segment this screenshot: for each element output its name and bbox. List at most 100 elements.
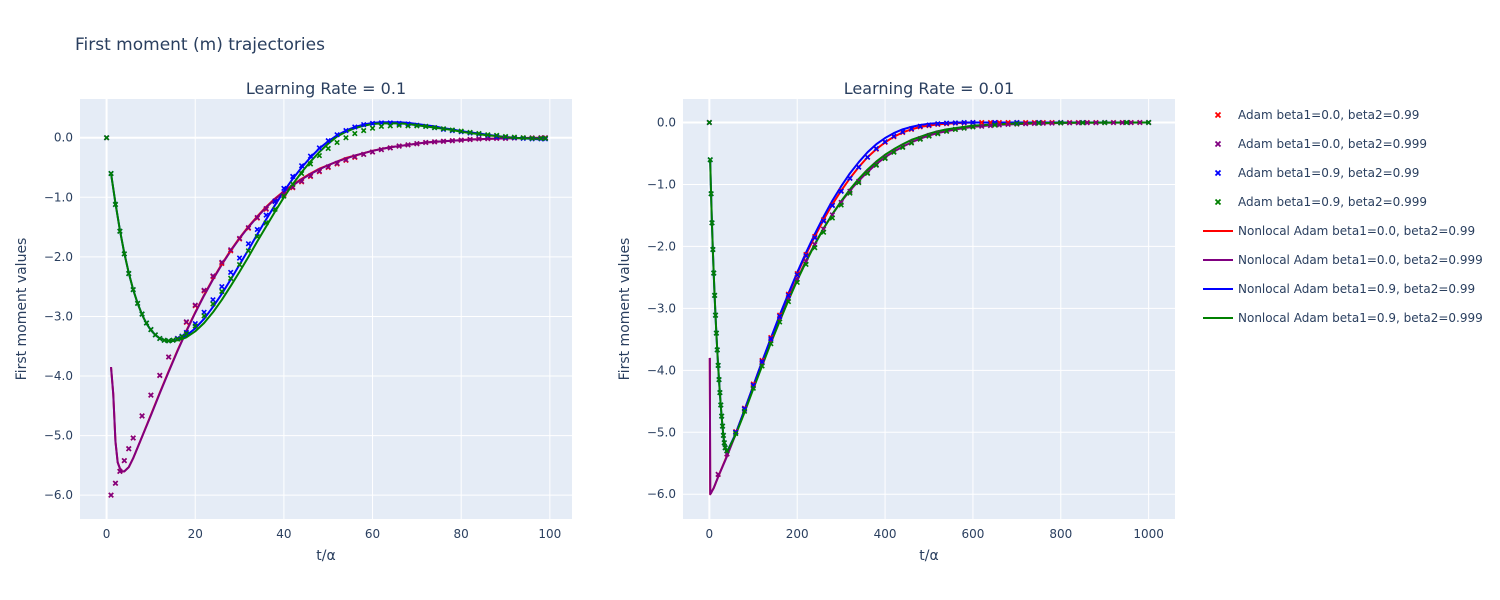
- data-point: [174, 336, 181, 342]
- data-point: [1022, 121, 1029, 127]
- data-point: [165, 338, 172, 344]
- legend-label: Nonlocal Adam beta1=0.0, beta2=0.999: [1238, 253, 1483, 267]
- data-point: [803, 251, 809, 258]
- data-point: [396, 122, 402, 128]
- data-point: [125, 445, 132, 452]
- plot-series: [706, 119, 1152, 496]
- y-tick-label: 0.0: [657, 116, 676, 130]
- legend-marker-icon: [1214, 111, 1222, 119]
- data-point: [316, 145, 323, 151]
- data-point: [192, 302, 199, 308]
- data-point: [759, 358, 765, 365]
- data-point: [750, 385, 757, 392]
- data-point: [1066, 120, 1073, 126]
- data-point: [970, 124, 976, 130]
- data-point: [785, 291, 792, 297]
- data-point: [440, 138, 447, 145]
- data-point: [272, 198, 278, 205]
- y-tick-label: −6.0: [647, 487, 676, 501]
- data-point: [908, 140, 915, 146]
- data-point: [882, 155, 888, 162]
- data-point: [387, 123, 394, 129]
- legend-item-nonlocal-adam-beta1-0-9-beta2-0-999[interactable]: Nonlocal Adam beta1=0.9, beta2=0.999: [1203, 311, 1483, 325]
- data-point: [369, 149, 376, 155]
- data-point: [125, 270, 132, 277]
- data-point: [1014, 119, 1020, 126]
- data-point: [785, 292, 792, 299]
- data-point: [422, 123, 429, 130]
- data-point: [1128, 119, 1134, 126]
- legend-item-nonlocal-adam-beta1-0-0-beta2-0-99[interactable]: Nonlocal Adam beta1=0.0, beta2=0.99: [1203, 224, 1475, 238]
- data-point: [360, 121, 367, 128]
- data-point: [493, 133, 500, 140]
- data-point: [855, 164, 862, 170]
- data-point: [396, 120, 402, 127]
- data-point: [891, 133, 897, 139]
- data-point: [352, 130, 358, 137]
- data-point: [719, 423, 726, 429]
- legend[interactable]: Adam beta1=0.0, beta2=0.99 Adam beta1=0.0…: [1203, 108, 1483, 325]
- data-point: [741, 408, 748, 414]
- data-point: [803, 252, 809, 259]
- data-point: [431, 139, 438, 145]
- series-markers-adam-beta1-0-9-beta2-0-999: [706, 119, 1152, 454]
- data-point: [935, 130, 941, 137]
- y-tick-label: −2.0: [647, 239, 676, 253]
- data-point: [1040, 120, 1046, 127]
- data-point: [899, 129, 906, 135]
- x-tick-label: 0: [103, 527, 111, 541]
- data-point: [961, 125, 967, 131]
- x-tick-label: 100: [538, 527, 561, 541]
- data-point: [768, 340, 774, 347]
- legend-item-adam-beta1-0-0-beta2-0-999[interactable]: Adam beta1=0.0, beta2=0.999: [1214, 137, 1428, 151]
- data-point: [476, 136, 482, 142]
- data-point: [307, 161, 314, 167]
- legend-label: Adam beta1=0.0, beta2=0.999: [1238, 137, 1427, 151]
- data-point: [183, 330, 190, 337]
- x-tick-label: 600: [961, 527, 984, 541]
- data-point: [718, 413, 725, 419]
- y-tick-label: −4.0: [44, 369, 73, 383]
- x-tick-label: 1000: [1133, 527, 1164, 541]
- data-point: [210, 301, 216, 307]
- legend-item-nonlocal-adam-beta1-0-0-beta2-0-999[interactable]: Nonlocal Adam beta1=0.0, beta2=0.999: [1203, 253, 1483, 267]
- legend-label: Adam beta1=0.0, beta2=0.99: [1238, 108, 1419, 122]
- legend-item-adam-beta1-0-9-beta2-0-999[interactable]: Adam beta1=0.9, beta2=0.999: [1214, 195, 1428, 209]
- legend-item-nonlocal-adam-beta1-0-9-beta2-0-99[interactable]: Nonlocal Adam beta1=0.9, beta2=0.99: [1203, 282, 1475, 296]
- data-point: [820, 229, 827, 235]
- legend-item-adam-beta1-0-9-beta2-0-99[interactable]: Adam beta1=0.9, beta2=0.99: [1214, 166, 1420, 180]
- data-point: [992, 122, 998, 128]
- data-point: [334, 139, 340, 146]
- data-point: [334, 160, 340, 167]
- x-tick-label: 400: [874, 527, 897, 541]
- data-point: [707, 156, 714, 163]
- legend-item-adam-beta1-0-0-beta2-0-99[interactable]: Adam beta1=0.0, beta2=0.99: [1214, 108, 1420, 122]
- data-point: [281, 185, 287, 192]
- data-point: [864, 170, 871, 177]
- data-point: [1022, 119, 1029, 126]
- data-point: [387, 145, 394, 151]
- data-point: [210, 297, 216, 303]
- data-point: [201, 287, 207, 293]
- x-tick-label: 0: [706, 527, 714, 541]
- data-point: [926, 122, 932, 128]
- data-point: [1049, 120, 1055, 126]
- data-point: [855, 179, 862, 186]
- plot-area: [80, 99, 572, 519]
- data-point: [121, 457, 128, 464]
- y-axis-label: First moment values: [14, 238, 30, 381]
- data-point: [298, 170, 305, 177]
- data-point: [117, 468, 123, 475]
- data-point: [1145, 119, 1152, 126]
- data-point: [847, 190, 853, 196]
- subplot-lr-0.01: 0 200 400 600 800 1000 0.0 −1.0 −2.0 −3.0 −4.0 −5.0…: [617, 79, 1175, 564]
- data-point: [360, 127, 367, 134]
- data-point: [170, 337, 176, 344]
- data-point: [996, 122, 1003, 128]
- data-point: [307, 173, 314, 179]
- data-point: [970, 119, 976, 126]
- data-point: [289, 173, 296, 180]
- x-tick-label: 80: [454, 527, 469, 541]
- y-tick-label: −3.0: [647, 301, 676, 315]
- y-tick-label: 0.0: [54, 131, 73, 145]
